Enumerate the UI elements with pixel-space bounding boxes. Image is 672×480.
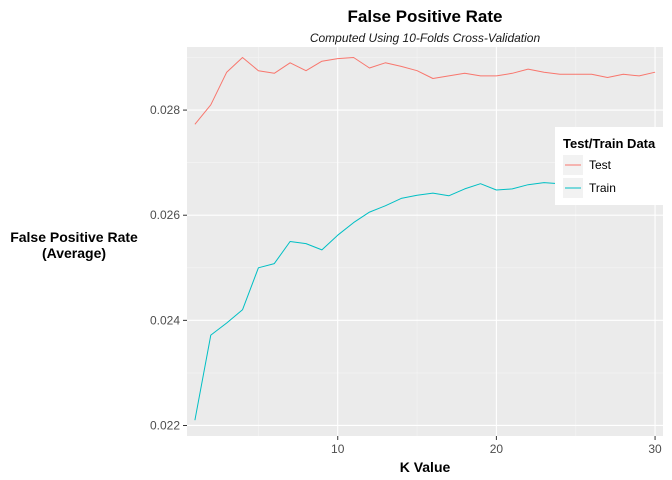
x-tick-label: 20 [490,442,504,456]
y-axis-title-line-2: (Average) [42,245,106,261]
x-tick-label: 10 [331,442,345,456]
major-gridlines [187,47,663,436]
y-axis-title-line-1: False Positive Rate [10,229,138,245]
plot-panel [187,47,663,436]
y-tick-label: 0.028 [150,103,180,117]
legend-title: Test/Train Data [563,136,656,151]
y-tick-label: 0.022 [150,418,180,432]
y-axis-ticks: 0.022 0.024 0.026 0.028 [150,103,187,432]
x-axis-ticks: 10 20 30 [331,436,662,456]
legend-label-train: Train [589,181,616,195]
y-tick-label: 0.026 [150,208,180,222]
y-tick-label: 0.024 [150,313,180,327]
series-line-test [194,57,656,125]
x-tick-label: 30 [648,442,662,456]
chart-title: False Positive Rate [348,7,503,26]
legend-label-test: Test [589,158,612,172]
chart-subtitle: Computed Using 10-Folds Cross-Validation [310,31,541,45]
legend-items: Test Train [563,155,616,198]
legend: Test/Train Data Test Train [555,127,672,205]
x-axis-title: K Value [400,459,451,475]
